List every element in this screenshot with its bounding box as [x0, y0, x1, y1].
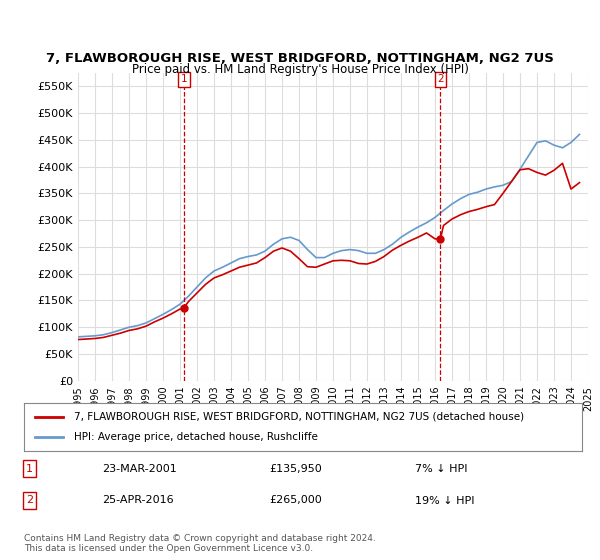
Text: 7% ↓ HPI: 7% ↓ HPI	[415, 464, 467, 474]
Text: 7, FLAWBOROUGH RISE, WEST BRIDGFORD, NOTTINGHAM, NG2 7US (detached house): 7, FLAWBOROUGH RISE, WEST BRIDGFORD, NOT…	[74, 412, 524, 422]
Text: 7, FLAWBOROUGH RISE, WEST BRIDGFORD, NOTTINGHAM, NG2 7US: 7, FLAWBOROUGH RISE, WEST BRIDGFORD, NOT…	[46, 52, 554, 66]
Text: 19% ↓ HPI: 19% ↓ HPI	[415, 496, 474, 506]
Text: This data is licensed under the Open Government Licence v3.0.: This data is licensed under the Open Gov…	[24, 544, 313, 553]
Text: 2: 2	[26, 496, 33, 506]
Text: 25-APR-2016: 25-APR-2016	[102, 496, 174, 506]
Text: £135,950: £135,950	[269, 464, 322, 474]
Text: Contains HM Land Registry data © Crown copyright and database right 2024.: Contains HM Land Registry data © Crown c…	[24, 534, 376, 543]
Text: 23-MAR-2001: 23-MAR-2001	[102, 464, 177, 474]
Text: 1: 1	[26, 464, 33, 474]
Text: Price paid vs. HM Land Registry's House Price Index (HPI): Price paid vs. HM Land Registry's House …	[131, 63, 469, 77]
Text: HPI: Average price, detached house, Rushcliffe: HPI: Average price, detached house, Rush…	[74, 432, 318, 442]
Text: 2: 2	[437, 74, 444, 85]
Text: 1: 1	[181, 74, 187, 85]
Text: £265,000: £265,000	[269, 496, 322, 506]
